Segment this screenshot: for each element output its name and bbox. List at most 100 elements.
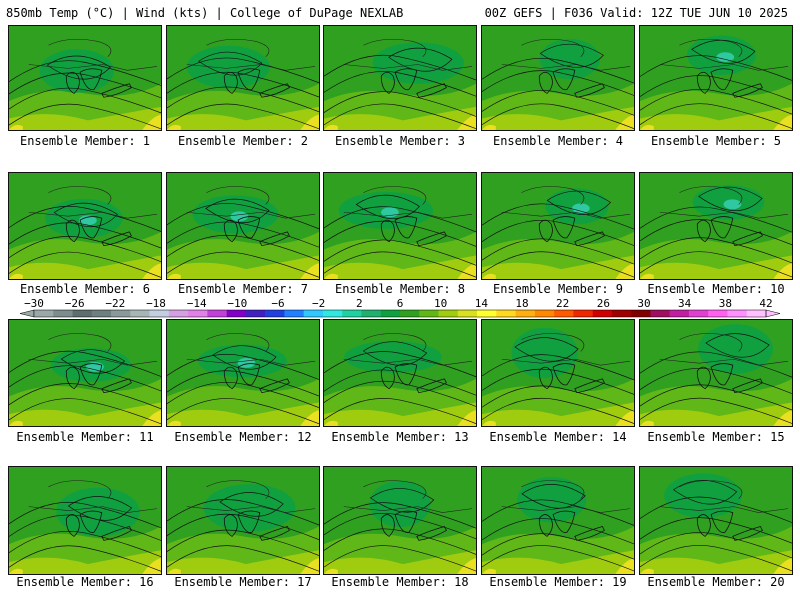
great-lakes-outline: [574, 83, 605, 98]
temp-field-hot: [482, 550, 634, 574]
member-map-svg: [482, 26, 634, 130]
height-contour: [640, 532, 792, 559]
height-contour: [640, 75, 792, 101]
ensemble-member-map: [166, 466, 320, 575]
height-contour: [212, 345, 277, 370]
temp-field-hottest: [457, 558, 476, 574]
border-line: [343, 211, 473, 219]
temp-field-hot: [167, 402, 319, 426]
colorbar-tick-label: 6: [396, 297, 404, 310]
height-contour: [640, 55, 792, 81]
height-contour: [482, 545, 634, 572]
colorbar-swatch: [322, 310, 343, 317]
colorbar-swatch: [631, 310, 651, 317]
colorbar-swatch: [130, 310, 150, 317]
height-contour: [198, 51, 263, 76]
height-contour: [167, 203, 319, 230]
great-lakes-outline: [259, 83, 290, 98]
border-line: [186, 64, 316, 71]
height-contour: [482, 70, 634, 96]
height-contour: [167, 545, 319, 572]
height-contour: [9, 365, 161, 392]
height-contour: [324, 369, 476, 396]
temp-field-hottest: [167, 568, 181, 574]
height-contour: [167, 499, 319, 526]
ensemble-member-label: Ensemble Member: 6: [19, 282, 151, 296]
height-contour: [640, 251, 792, 278]
great-lakes-outline: [538, 366, 553, 390]
height-contour: [53, 202, 118, 227]
temp-field-hot: [482, 402, 634, 426]
great-lakes-outline: [101, 231, 132, 247]
height-contour: [9, 72, 161, 99]
colorbar-swatch: [361, 310, 382, 317]
ensemble-member-map: [166, 172, 320, 280]
height-contour: [640, 89, 792, 115]
temp-field-hot: [167, 550, 319, 574]
member-map-svg: [167, 173, 319, 279]
colorbar-swatch: [53, 310, 73, 317]
border-line: [501, 211, 631, 219]
temp-field-hot: [324, 402, 476, 426]
great-lakes-outline: [101, 525, 132, 541]
border-line: [659, 64, 789, 71]
height-contour: [482, 397, 634, 424]
temp-field-hottest: [773, 410, 792, 426]
height-contour: [482, 533, 634, 560]
colorbar-swatch: [303, 310, 324, 317]
height-contour: [482, 385, 634, 412]
height-contour: [167, 234, 319, 261]
temp-field-hottest: [615, 114, 634, 130]
temp-field-hottest: [324, 124, 338, 130]
colorbar-min-arrow: [19, 309, 35, 318]
coastline: [363, 480, 427, 499]
ensemble-member-label: Ensemble Member: 17: [174, 575, 312, 589]
colorbar-swatch: [111, 310, 131, 317]
temp-field-cold-core: [723, 199, 742, 210]
colorbar-tick-label: 42: [759, 297, 773, 310]
ensemble-member-map: [481, 25, 635, 131]
coastline: [206, 186, 270, 205]
colorbar-swatch: [149, 310, 170, 317]
temp-field-hottest: [300, 114, 319, 130]
colorbar-swatch: [72, 310, 93, 317]
great-lakes-outline: [574, 231, 605, 247]
colorbar-tick-label: −18: [146, 297, 166, 310]
colorbar-tick-label: 30: [637, 297, 651, 310]
colorbar-swatch: [554, 310, 574, 317]
ensemble-member-label: Ensemble Member: 16: [16, 575, 154, 589]
great-lakes-outline: [696, 219, 711, 243]
map-title: 850mb Temp (°C) | Wind (kts) | College o…: [6, 6, 404, 20]
coastline: [206, 333, 270, 352]
border-line: [28, 358, 158, 366]
great-lakes-outline: [380, 514, 395, 537]
great-lakes-outline: [259, 378, 290, 394]
height-contour: [521, 484, 586, 509]
height-contour: [640, 397, 792, 424]
colorbar-swatch: [746, 310, 767, 317]
colorbar-swatch: [34, 310, 54, 317]
height-contour: [60, 349, 126, 374]
height-contour: [539, 43, 604, 68]
great-lakes-outline: [65, 366, 80, 390]
border-line: [501, 64, 631, 71]
colorbar-swatch: [573, 310, 593, 317]
temp-field-hottest: [167, 273, 181, 279]
colorbar-swatch: [534, 310, 555, 317]
temp-field-cool: [539, 38, 601, 80]
great-lakes-outline: [538, 514, 553, 537]
colorbar-tick-label: −6: [271, 297, 285, 310]
member-map-svg: [324, 467, 476, 574]
height-contour: [9, 501, 161, 529]
colorbar-swatch: [592, 310, 613, 317]
height-contour: [324, 91, 476, 117]
ensemble-member-map: [323, 25, 477, 131]
colorbar-swatch: [419, 310, 439, 317]
coastline: [521, 38, 585, 58]
ensemble-member-map: [8, 466, 162, 575]
ensemble-member-map: [481, 319, 635, 427]
height-contour: [167, 57, 319, 84]
great-lakes-outline: [380, 71, 395, 94]
height-contour: [9, 350, 161, 377]
height-contour: [167, 398, 319, 425]
